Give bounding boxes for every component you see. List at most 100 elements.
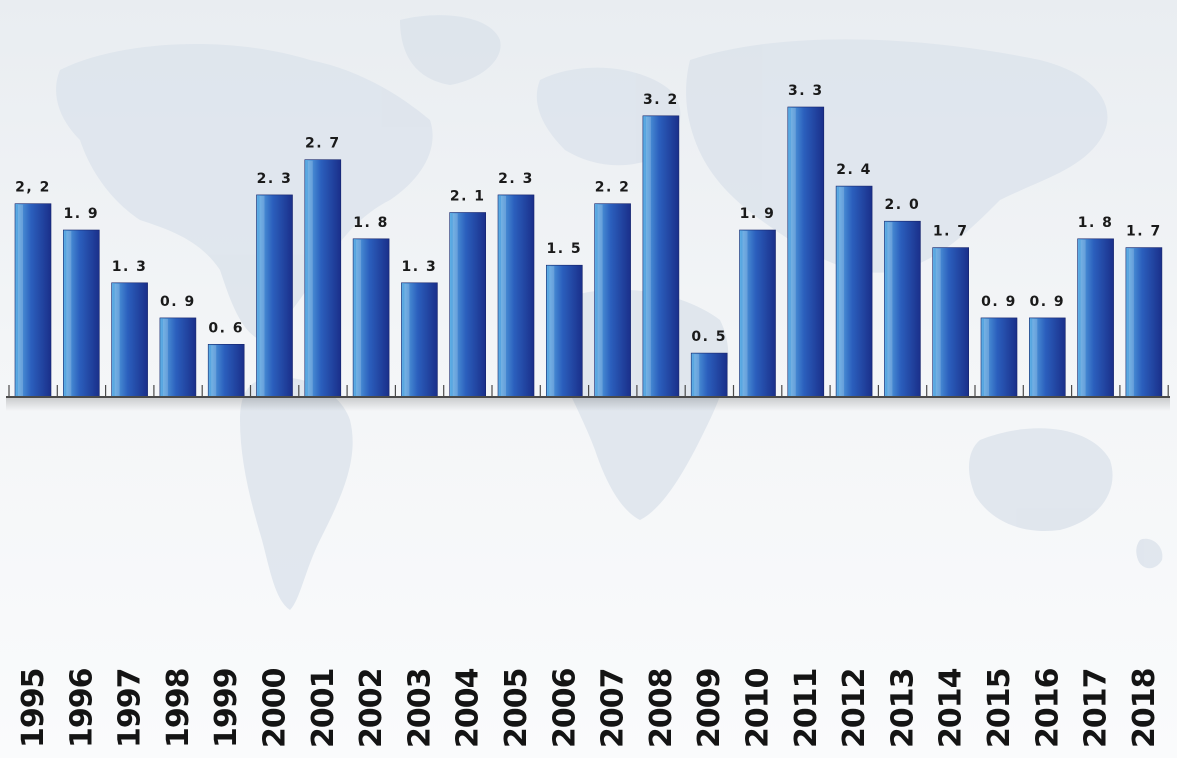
bar-2009 (690, 352, 728, 398)
bar-2004 (449, 212, 487, 398)
bar-2007 (594, 203, 631, 398)
bar-sheen-2011 (790, 108, 796, 396)
value-label-1998: 0. 9 (160, 294, 196, 310)
year-label-2018: 2018 (1127, 668, 1162, 748)
year-label-2003: 2003 (402, 669, 437, 749)
bar-2010 (739, 229, 776, 398)
value-label-2014: 1. 7 (933, 224, 969, 240)
bar-1996 (62, 229, 100, 398)
bar-sheen-1999 (211, 345, 217, 396)
year-label-2005: 2005 (499, 669, 534, 749)
bar-sheen-2005 (501, 195, 506, 396)
axis-shadow (6, 397, 1170, 411)
bars-group (14, 106, 1163, 398)
year-label-1997: 1997 (113, 669, 148, 749)
value-label-2016: 0. 9 (1029, 294, 1065, 310)
year-label-2010: 2010 (741, 668, 776, 748)
value-label-2018: 1. 7 (1126, 224, 1162, 240)
value-label-2013: 2. 0 (885, 197, 921, 213)
bar-sheen-2000 (259, 195, 265, 396)
map-greenland (400, 15, 501, 85)
year-label-2002: 2002 (354, 669, 389, 749)
bar-2005 (497, 194, 535, 398)
bar-2017 (1077, 238, 1114, 398)
bar-sheen-1995 (18, 204, 23, 396)
bar-2011 (787, 106, 825, 398)
map-south-america (240, 377, 353, 610)
year-label-2017: 2017 (1079, 669, 1114, 749)
bar-sheen-2007 (597, 204, 603, 396)
value-label-2008: 3. 2 (643, 92, 679, 108)
bar-2015 (980, 317, 1018, 398)
bar-2006 (545, 264, 583, 398)
bar-2014 (932, 247, 970, 398)
bar-1999 (207, 343, 245, 398)
year-label-2006: 2006 (547, 668, 582, 748)
year-label-2009: 2009 (692, 669, 727, 749)
year-label-2001: 2001 (306, 669, 341, 749)
value-label-2012: 2. 4 (836, 162, 872, 178)
year-label-1999: 1999 (209, 669, 244, 749)
year-label-2008: 2008 (644, 668, 679, 748)
x-axis (6, 385, 1170, 411)
bar-2013 (884, 220, 921, 398)
year-label-2012: 2012 (837, 669, 872, 749)
year-label-2007: 2007 (596, 669, 631, 749)
bar-sheen-2018 (1128, 248, 1134, 396)
map-new-zealand (1136, 538, 1163, 569)
bar-sheen-2014 (935, 248, 941, 396)
value-label-2010: 1. 9 (740, 206, 776, 222)
bar-sheen-2012 (839, 187, 845, 396)
value-label-2002: 1. 8 (353, 215, 389, 231)
bar-2000 (256, 194, 293, 398)
bar-2002 (352, 238, 390, 398)
bar-sheen-2016 (1032, 318, 1038, 396)
value-label-2006: 1. 5 (546, 241, 582, 257)
year-label-1996: 1996 (64, 668, 99, 748)
bar-sheen-2003 (404, 283, 410, 396)
year-label-2014: 2014 (934, 668, 969, 748)
bar-2018 (1125, 247, 1163, 398)
year-label-2004: 2004 (451, 668, 486, 748)
value-label-2000: 2. 3 (257, 171, 293, 187)
year-label-1998: 1998 (161, 668, 196, 748)
value-label-2011: 3. 3 (788, 83, 824, 99)
bar-sheen-2004 (452, 213, 458, 396)
map-north-america (56, 43, 433, 341)
value-label-2009: 0. 5 (691, 329, 727, 345)
value-label-2004: 2. 1 (450, 189, 486, 205)
value-label-2005: 2. 3 (498, 171, 534, 187)
year-label-2015: 2015 (982, 669, 1017, 749)
bar-2016 (1029, 317, 1066, 398)
bar-2001 (304, 159, 342, 398)
bar-sheen-2015 (984, 318, 989, 396)
year-label-2000: 2000 (258, 668, 293, 748)
value-label-2007: 2. 2 (595, 180, 631, 196)
value-label-1996: 1. 9 (63, 206, 99, 222)
bar-sheen-1998 (162, 318, 168, 396)
value-label-2017: 1. 8 (1078, 215, 1114, 231)
value-label-1999: 0. 6 (208, 320, 244, 336)
year-label-2013: 2013 (885, 669, 920, 749)
bar-2008 (642, 115, 680, 398)
bar-sheen-2017 (1080, 239, 1086, 396)
year-labels-group: 1995 1996 1997 1998 1999 2000 2001 2002 2003 2004… (16, 668, 1162, 748)
value-label-2015: 0. 9 (981, 294, 1017, 310)
value-label-1997: 1. 3 (112, 259, 148, 275)
year-label-2016: 2016 (1030, 668, 1065, 748)
bar-sheen-2006 (549, 266, 555, 396)
bar-sheen-2001 (307, 160, 313, 396)
year-label-2011: 2011 (789, 669, 824, 749)
bar-sheen-2009 (694, 354, 700, 396)
value-label-2003: 1. 3 (402, 259, 438, 275)
value-labels-group: 2, 2 1. 9 1. 3 0. 9 0. 6 2. 3 2. 7 1. 8 1. 3 2. 1… (15, 83, 1162, 345)
bar-sheen-1997 (114, 283, 120, 396)
bar-2012 (835, 185, 873, 398)
bar-sheen-2010 (742, 231, 748, 396)
map-australia (968, 428, 1113, 531)
value-label-2001: 2. 7 (305, 136, 341, 152)
bar-sheen-1996 (66, 231, 72, 396)
bar-sheen-2002 (356, 239, 362, 396)
